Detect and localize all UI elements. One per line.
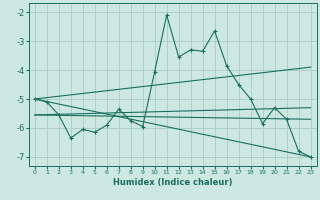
X-axis label: Humidex (Indice chaleur): Humidex (Indice chaleur) bbox=[113, 178, 232, 187]
